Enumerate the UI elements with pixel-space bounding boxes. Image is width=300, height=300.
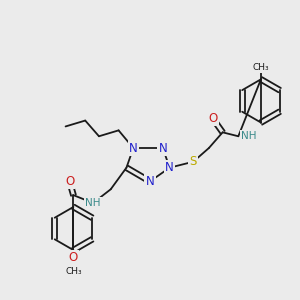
- Text: N: N: [129, 142, 138, 154]
- Text: N: N: [146, 175, 154, 188]
- Text: S: S: [190, 155, 197, 168]
- Text: NH: NH: [85, 198, 101, 208]
- Text: O: O: [65, 175, 74, 188]
- Text: O: O: [69, 251, 78, 265]
- Text: CH₃: CH₃: [253, 63, 269, 72]
- Text: CH₃: CH₃: [65, 267, 82, 276]
- Text: N: N: [165, 161, 174, 174]
- Text: O: O: [208, 112, 218, 125]
- Text: NH: NH: [241, 131, 257, 141]
- Text: N: N: [158, 142, 167, 154]
